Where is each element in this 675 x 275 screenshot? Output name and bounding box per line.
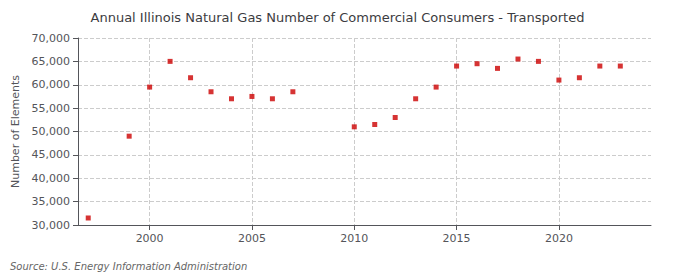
svg-text:70,000: 70,000 <box>32 32 71 45</box>
svg-text:Annual Illinois Natural Gas Nu: Annual Illinois Natural Gas Number of Co… <box>91 10 585 25</box>
svg-text:50,000: 50,000 <box>32 125 71 138</box>
svg-text:2005: 2005 <box>238 232 266 245</box>
svg-text:Number of Elements: Number of Elements <box>9 75 22 188</box>
svg-text:2000: 2000 <box>136 232 164 245</box>
svg-text:55,000: 55,000 <box>32 102 71 115</box>
svg-text:40,000: 40,000 <box>32 172 71 185</box>
svg-text:60,000: 60,000 <box>32 78 71 91</box>
svg-text:45,000: 45,000 <box>32 148 71 161</box>
svg-text:2020: 2020 <box>545 232 573 245</box>
svg-text:30,000: 30,000 <box>32 219 71 232</box>
svg-text:2015: 2015 <box>443 232 471 245</box>
svg-text:Source: U.S. Energy Informatio: Source: U.S. Energy Information Administ… <box>10 261 247 272</box>
svg-text:35,000: 35,000 <box>32 195 71 208</box>
svg-text:2010: 2010 <box>340 232 368 245</box>
svg-text:65,000: 65,000 <box>32 55 71 68</box>
